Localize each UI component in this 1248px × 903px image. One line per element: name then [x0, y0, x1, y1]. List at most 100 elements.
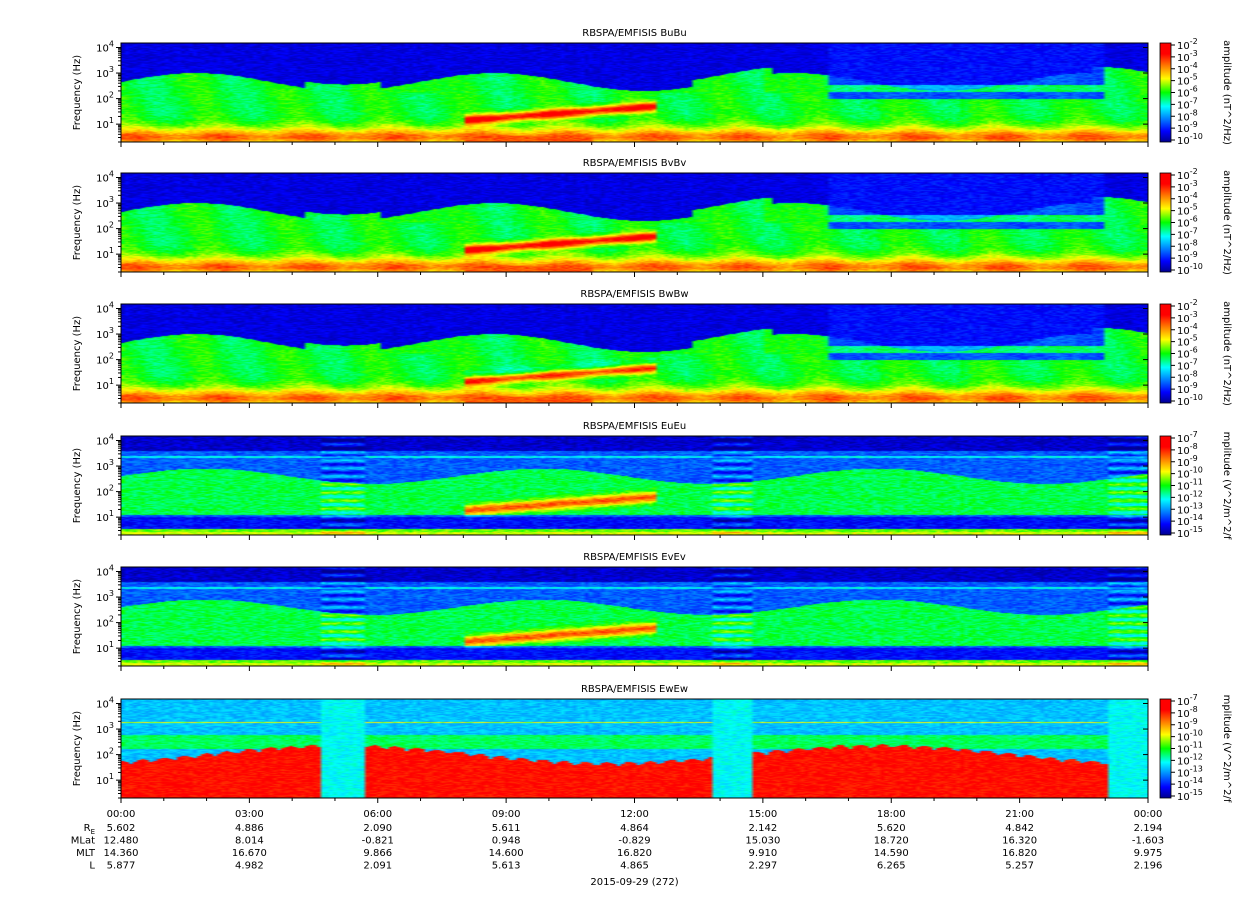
ephemeris-value: 5.611: [492, 823, 521, 834]
spectrogram-image: [121, 699, 1148, 798]
ephemeris-value: 14.360: [104, 848, 139, 859]
ephemeris-value: 4.982: [235, 861, 264, 872]
spectrogram-image: [121, 567, 1148, 666]
ephemeris-value: 16.820: [1002, 848, 1037, 859]
spectrogram-panel: RBSPA/EMFISIS EwEw Frequency (Hz) 104 103 10…: [72, 684, 1232, 803]
x-tick-label: 21:00: [1005, 809, 1034, 820]
colorbar-tick-label: 10-8: [1177, 442, 1198, 457]
colorbar-tick-label: 10-7: [1177, 226, 1198, 241]
colorbar-tick-label: 10-3: [1177, 49, 1198, 64]
colorbar-tick-label: 10-8: [1177, 108, 1198, 123]
colorbar-tick-label: 10-9: [1177, 454, 1198, 469]
ephemeris-row-label: MLat: [71, 836, 95, 847]
colorbar-tick-label: 10-10: [1177, 262, 1203, 277]
x-tick-label: 15:00: [748, 809, 777, 820]
ephemeris-value: 2.091: [363, 861, 392, 872]
panel-title: RBSPA/EMFISIS EwEw: [581, 684, 688, 695]
colorbar-tick-label: 10-7: [1177, 357, 1198, 372]
ephemeris-value: 14.600: [489, 848, 524, 859]
colorbar-tick-label: 10-8: [1177, 705, 1198, 720]
colorbar-tick-label: 10-6: [1177, 85, 1198, 100]
y-tick-label: 104: [96, 169, 114, 184]
y-tick-label: 102: [96, 352, 114, 367]
ephemeris-row-label: L: [89, 861, 95, 872]
colorbar-label: amplitude (nT^2/Hz): [1221, 170, 1232, 275]
ephemeris-value: 4.886: [235, 823, 264, 834]
panel-title: RBSPA/EMFISIS BvBv: [583, 158, 687, 169]
y-tick-label: 101: [96, 377, 114, 392]
y-axis-label: Frequency (Hz): [72, 316, 83, 392]
date-label: 2015-09-29 (272): [590, 877, 678, 888]
ephemeris-value: 16.320: [1002, 836, 1037, 847]
y-tick-label: 103: [96, 721, 114, 736]
colorbar-tick-label: 10-8: [1177, 238, 1198, 253]
spectrogram-image: [121, 436, 1148, 535]
ephemeris-value: 4.842: [1005, 823, 1034, 834]
y-tick-label: 104: [96, 695, 114, 710]
colorbar-tick-label: 10-11: [1177, 741, 1203, 756]
colorbar-tick-label: 10-15: [1177, 788, 1203, 803]
y-tick-label: 104: [96, 39, 114, 54]
ephemeris-value: 4.865: [620, 861, 649, 872]
y-tick-label: 102: [96, 484, 114, 499]
ephemeris-value: 18.720: [874, 836, 909, 847]
x-tick-label: 00:00: [1134, 809, 1163, 820]
panel-title: RBSPA/EMFISIS BwBw: [580, 289, 688, 300]
x-tick-label: 03:00: [235, 809, 264, 820]
colorbar-tick-label: 10-7: [1177, 430, 1198, 445]
colorbar-label: mplitude (V^2/m^2/f: [1221, 695, 1232, 803]
spectrogram-panel: RBSPA/EMFISIS EuEu Frequency (Hz) 104 103 10…: [72, 421, 1232, 540]
ephemeris-value: 8.014: [235, 836, 264, 847]
ephemeris-value: 12.480: [104, 836, 139, 847]
ephemeris-value: 9.866: [363, 848, 392, 859]
ephemeris-value: 2.194: [1134, 823, 1163, 834]
ephemeris-value: 9.975: [1134, 848, 1163, 859]
colorbar-tick-label: 10-3: [1177, 179, 1198, 194]
y-tick-label: 102: [96, 221, 114, 236]
y-tick-label: 104: [96, 563, 114, 578]
time-axis: 00:00 03:00 06:00 09:00 12:00 15:00 18:00 21:00…: [107, 809, 1163, 820]
colorbar-tick-label: 10-7: [1177, 693, 1198, 708]
colorbar-tick-label: 10-4: [1177, 61, 1198, 76]
ephemeris-value: 16.670: [232, 848, 267, 859]
colorbar-tick-label: 10-10: [1177, 393, 1203, 408]
ephemeris-value: 5.257: [1005, 861, 1034, 872]
spectrogram-panel: RBSPA/EMFISIS BwBw Frequency (Hz) 104 103 10…: [72, 289, 1232, 408]
ephemeris-value: 14.590: [874, 848, 909, 859]
ephemeris-value: 5.620: [877, 823, 906, 834]
y-tick-label: 101: [96, 246, 114, 261]
ephemeris-value: 2.297: [749, 861, 778, 872]
colorbar-tick-label: 10-3: [1177, 310, 1198, 325]
colorbar: [1159, 42, 1172, 143]
colorbar-tick-label: 10-6: [1177, 346, 1198, 361]
y-tick-label: 101: [96, 772, 114, 787]
ephemeris-value: 5.602: [107, 823, 136, 834]
colorbar-tick-label: 10-13: [1177, 764, 1203, 779]
y-tick-label: 103: [96, 65, 114, 80]
colorbar-tick-label: 10-8: [1177, 369, 1198, 384]
colorbar-tick-label: 10-6: [1177, 215, 1198, 230]
spectrogram-image: [121, 173, 1148, 272]
ephemeris-row-label: MLT: [76, 848, 96, 859]
spectrogram-panel: RBSPA/EMFISIS BuBu Frequency (Hz) 104 103 10…: [72, 28, 1232, 147]
y-tick-label: 103: [96, 589, 114, 604]
colorbar-tick-label: 10-13: [1177, 501, 1203, 516]
y-tick-label: 102: [96, 747, 114, 762]
x-tick-label: 09:00: [492, 809, 521, 820]
colorbar-tick-label: 10-2: [1177, 167, 1198, 182]
ephemeris-value: 6.265: [877, 861, 906, 872]
panel-title: RBSPA/EMFISIS EuEu: [583, 421, 686, 432]
colorbar-tick-label: 10-5: [1177, 73, 1198, 88]
y-tick-label: 104: [96, 432, 114, 447]
colorbar-tick-label: 10-12: [1177, 489, 1203, 504]
colorbar-tick-label: 10-10: [1177, 729, 1203, 744]
colorbar-tick-label: 10-4: [1177, 322, 1198, 337]
ephemeris-value: 4.864: [620, 823, 649, 834]
colorbar-tick-label: 10-10: [1177, 466, 1203, 481]
colorbar-tick-label: 10-7: [1177, 96, 1198, 111]
y-tick-label: 101: [96, 116, 114, 131]
ephemeris-table: RE 5.602 4.886 2.090 5.611 4.864 2.142 5.620 4.8…: [71, 823, 1164, 872]
colorbar-tick-label: 10-9: [1177, 250, 1198, 265]
ephemeris-value: 2.142: [749, 823, 778, 834]
